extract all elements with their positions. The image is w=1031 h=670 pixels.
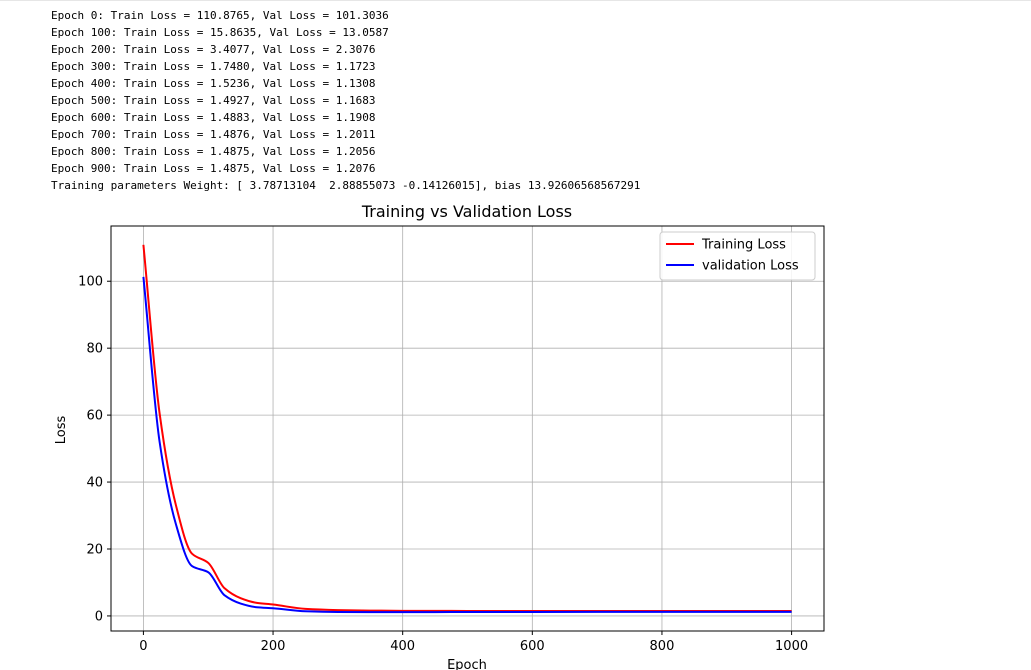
y-tick-label: 80 xyxy=(86,342,103,357)
log-line: Epoch 900: Train Loss = 1.4875, Val Loss… xyxy=(51,162,376,175)
axes-frame xyxy=(110,225,825,632)
x-tick-label: 400 xyxy=(390,639,415,654)
y-axis-label: Loss xyxy=(54,416,69,445)
x-tick-label: 200 xyxy=(261,639,286,654)
legend-label: Training Loss xyxy=(701,238,786,253)
log-line: Epoch 600: Train Loss = 1.4883, Val Loss… xyxy=(51,111,376,124)
chart-title: Training vs Validation Loss xyxy=(361,202,572,221)
log-line: Epoch 200: Train Loss = 3.4077, Val Loss… xyxy=(51,43,376,56)
log-line: Epoch 700: Train Loss = 1.4876, Val Loss… xyxy=(51,128,376,141)
validation-loss-line xyxy=(142,276,792,614)
log-line: Training parameters Weight: [ 3.78713104… xyxy=(51,179,641,192)
plot-area xyxy=(111,226,824,631)
x-tick-label: 0 xyxy=(139,639,147,654)
cell-divider xyxy=(0,0,1031,1)
legend-label: validation Loss xyxy=(702,259,799,274)
y-tick-label: 20 xyxy=(86,542,103,557)
x-axis-label: Epoch xyxy=(447,658,487,670)
log-line: Epoch 0: Train Loss = 110.8765, Val Loss… xyxy=(51,9,389,22)
legend-box xyxy=(659,231,816,281)
log-line: Epoch 100: Train Loss = 15.8635, Val Los… xyxy=(51,26,389,39)
x-tick-label: 1000 xyxy=(775,639,808,654)
x-tick-label: 600 xyxy=(520,639,545,654)
y-tick-label: 100 xyxy=(78,275,103,290)
output-log: Epoch 0: Train Loss = 110.8765, Val Loss… xyxy=(51,7,640,194)
log-line: Epoch 500: Train Loss = 1.4927, Val Loss… xyxy=(51,94,376,107)
x-tick-label: 800 xyxy=(650,639,675,654)
y-tick-label: 60 xyxy=(86,409,103,424)
legend: Training Loss validation Loss xyxy=(659,231,816,281)
y-tick-label: 40 xyxy=(86,476,103,491)
y-tick-label: 0 xyxy=(95,609,103,624)
loss-chart: Training vs Validation Loss 0 200 400 600 80… xyxy=(54,202,825,670)
grid-lines xyxy=(111,226,824,631)
log-line: Epoch 400: Train Loss = 1.5236, Val Loss… xyxy=(51,77,376,90)
log-line: Epoch 800: Train Loss = 1.4875, Val Loss… xyxy=(51,145,376,158)
log-line: Epoch 300: Train Loss = 1.7480, Val Loss… xyxy=(51,60,376,73)
